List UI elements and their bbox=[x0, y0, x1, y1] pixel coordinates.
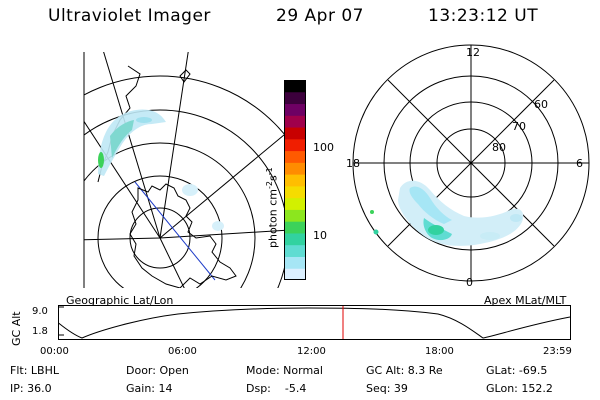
date-label: 29 Apr 07 bbox=[276, 6, 364, 26]
geographic-map-panel bbox=[83, 52, 290, 288]
time-tick-0600: 06:00 bbox=[168, 346, 197, 357]
ip-info: IP: 36.0 bbox=[10, 382, 52, 395]
sequence-info: Seq: 39 bbox=[366, 382, 408, 395]
meridian-line bbox=[84, 120, 161, 239]
dsp-info: Dsp: -5.4 bbox=[246, 382, 307, 395]
meridian-line bbox=[103, 52, 161, 239]
colorbar bbox=[284, 80, 306, 280]
altitude-tick-top: 9.0 bbox=[32, 306, 48, 317]
time-label: 13:23:12 UT bbox=[428, 6, 539, 26]
lat-circle bbox=[84, 142, 256, 288]
mlt-label-18: 18 bbox=[346, 157, 360, 170]
time-tick-0000: 00:00 bbox=[40, 346, 69, 357]
lat-circle bbox=[84, 75, 290, 143]
colorbar-tick-10: 10 bbox=[313, 229, 327, 242]
coastline bbox=[129, 183, 237, 288]
meridian-line bbox=[159, 229, 290, 239]
terminator-line bbox=[134, 181, 216, 281]
colorbar-cell bbox=[284, 185, 306, 199]
mlt-label-6: 6 bbox=[576, 157, 583, 170]
time-tick-1800: 18:00 bbox=[425, 346, 454, 357]
altitude-tick-bottom: 1.8 bbox=[32, 326, 48, 337]
colorbar-cell bbox=[284, 91, 306, 105]
colorbar-cell bbox=[284, 127, 306, 140]
meridian-line bbox=[159, 52, 189, 239]
colorbar-cell bbox=[284, 209, 306, 222]
lat-circle bbox=[97, 175, 223, 288]
mlt-label-12: 12 bbox=[466, 46, 480, 59]
mode-info: Mode: Normal bbox=[246, 364, 323, 377]
door-info: Door: Open bbox=[126, 364, 189, 377]
lat-circle bbox=[84, 109, 289, 288]
colorbar-cell bbox=[284, 150, 306, 163]
mlt-label-0: 0 bbox=[466, 276, 473, 289]
meridian-line bbox=[84, 237, 161, 241]
meridian-line bbox=[159, 129, 290, 239]
mlat-label-60: 60 bbox=[534, 98, 548, 111]
colorbar-cell bbox=[284, 115, 306, 128]
colorbar-unit-label: photon cm-2s-1 bbox=[265, 167, 280, 248]
mlat-label-80: 80 bbox=[492, 141, 506, 154]
meridian-line bbox=[159, 237, 185, 288]
colorbar-cell bbox=[284, 256, 306, 269]
colorbar-cell bbox=[284, 103, 306, 116]
time-tick-1200: 12:00 bbox=[297, 346, 326, 357]
colorbar-cell bbox=[284, 197, 306, 210]
altitude-plot bbox=[58, 305, 571, 340]
aurora-emission bbox=[98, 109, 224, 231]
geographic-longitude-info: GLon: 152.2 bbox=[486, 382, 553, 395]
colorbar-cell bbox=[284, 162, 306, 175]
instrument-title: Ultraviolet Imager bbox=[48, 6, 211, 26]
time-tick-2359: 23:59 bbox=[543, 346, 572, 357]
colorbar-cell bbox=[284, 138, 306, 152]
mlat-label-70: 70 bbox=[512, 120, 526, 133]
lat-circle bbox=[129, 207, 191, 269]
magnetic-panel-label: Apex MLat/MLT bbox=[484, 294, 567, 307]
filter-info: Flt: LBHL bbox=[10, 364, 59, 377]
aurora-oval bbox=[370, 180, 524, 246]
gc-altitude-info: GC Alt: 8.3 Re bbox=[366, 364, 443, 377]
colorbar-cell bbox=[284, 268, 306, 280]
colorbar-cell bbox=[284, 232, 306, 246]
colorbar-cell bbox=[284, 244, 306, 257]
colorbar-cell bbox=[284, 174, 306, 187]
gain-info: Gain: 14 bbox=[126, 382, 173, 395]
altitude-plot-frame bbox=[58, 305, 571, 340]
altitude-curve bbox=[58, 307, 571, 339]
altitude-axis-label: GC Alt bbox=[10, 311, 23, 346]
geographic-latitude-info: GLat: -69.5 bbox=[486, 364, 548, 377]
colorbar-cell bbox=[284, 221, 306, 234]
geographic-panel-label: Geographic Lat/Lon bbox=[66, 294, 174, 307]
coastline bbox=[179, 69, 191, 83]
colorbar-tick-100: 100 bbox=[313, 141, 334, 154]
magnetic-polar-plot bbox=[352, 44, 590, 282]
colorbar-cell bbox=[284, 80, 306, 93]
